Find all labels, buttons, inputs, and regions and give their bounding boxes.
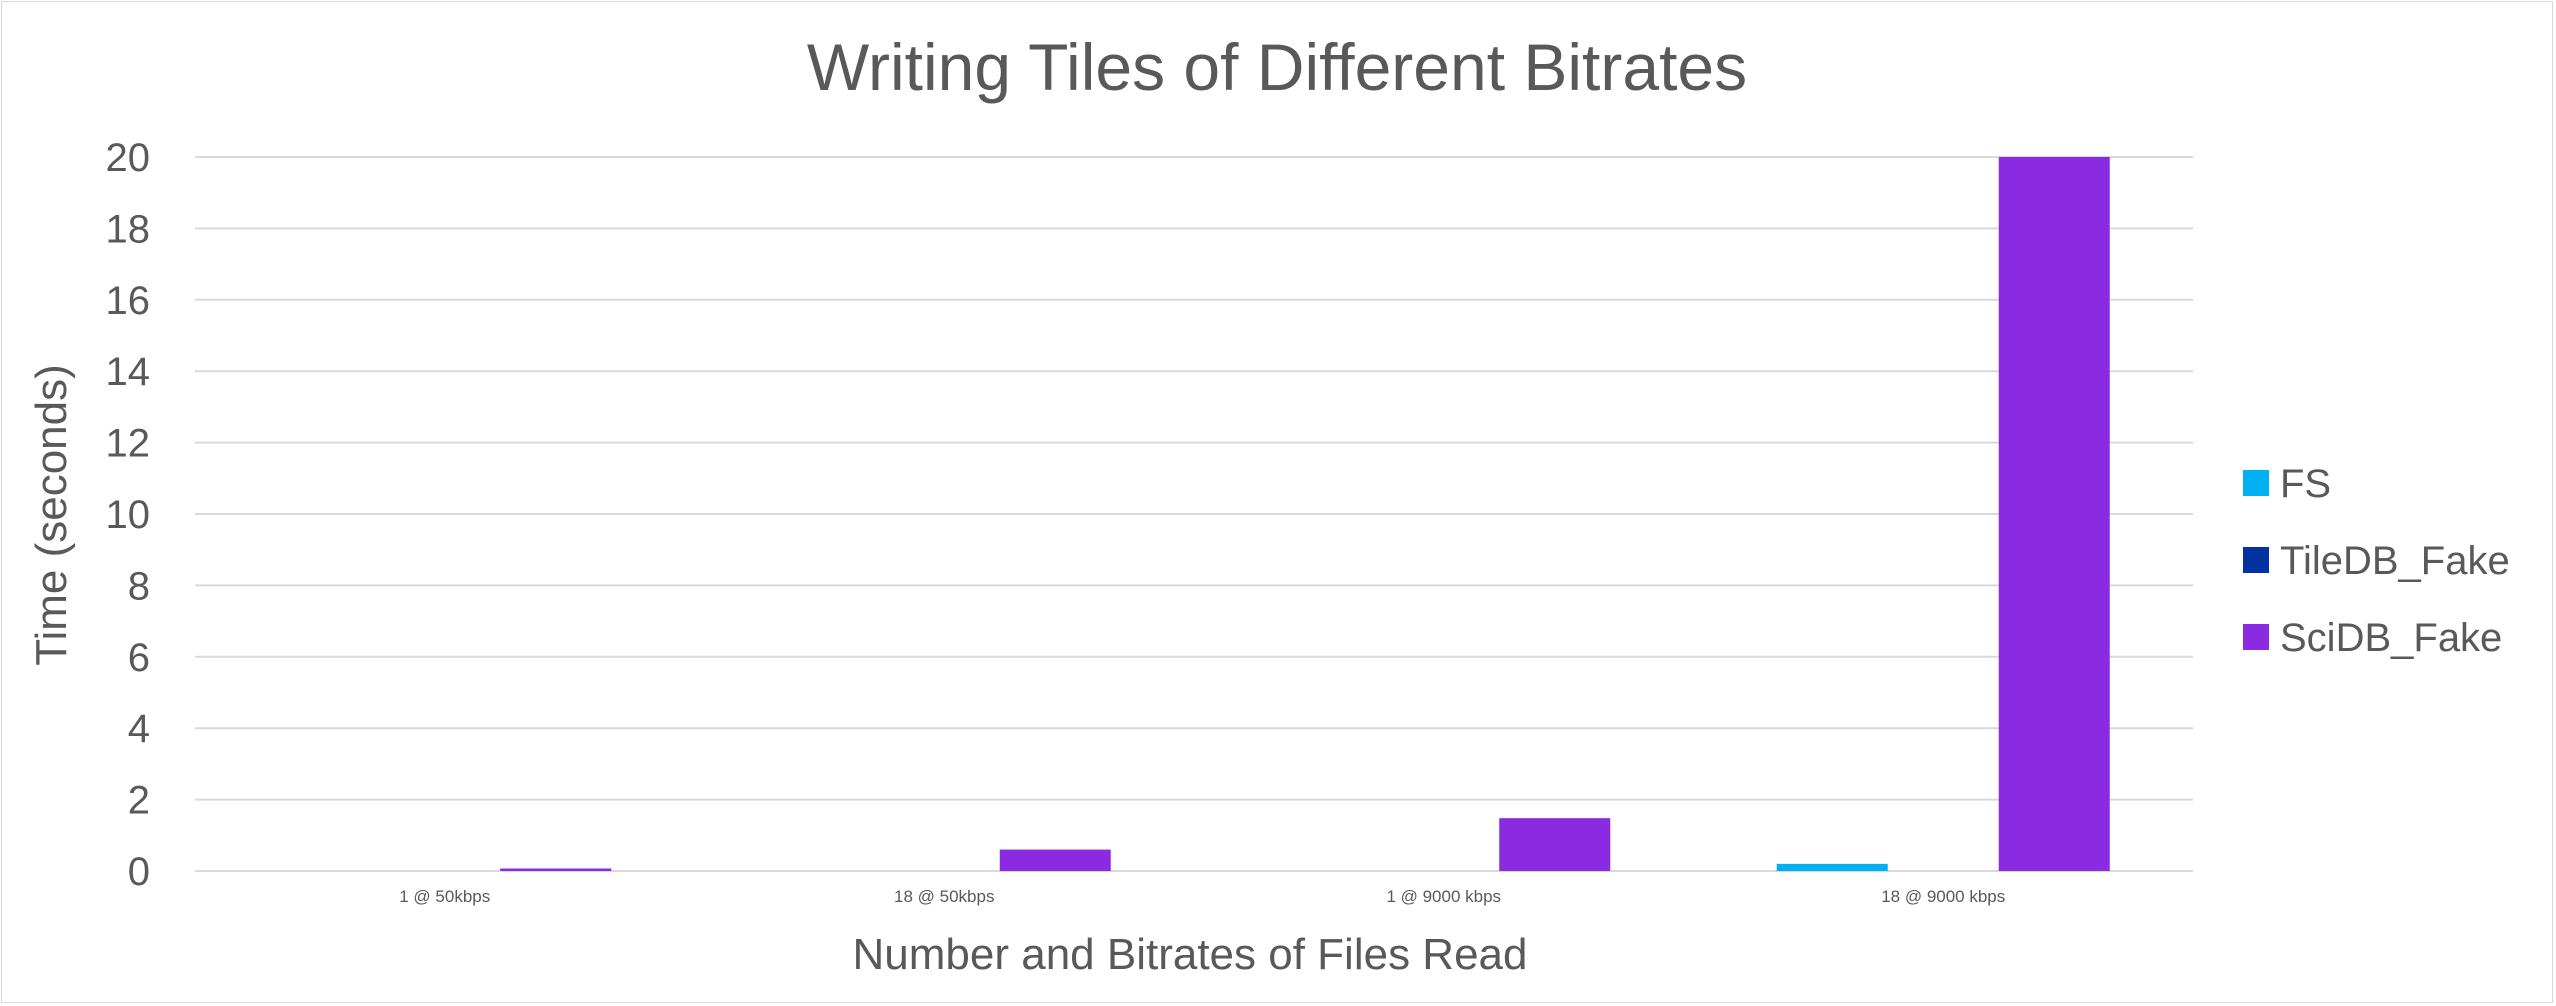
bar-scidb-fake-1	[500, 868, 612, 871]
legend-swatch	[2243, 470, 2269, 496]
y-tick-label: 14	[106, 350, 151, 394]
bar-scidb-fake-2	[999, 849, 1111, 871]
bar-fs-4	[1776, 863, 1888, 871]
y-tick-label: 10	[106, 493, 151, 537]
y-tick-label: 4	[128, 707, 150, 751]
y-tick-label: 18	[106, 207, 151, 251]
chart-title: Writing Tiles of Different Bitrates	[807, 30, 1747, 104]
y-tick-label: 16	[106, 279, 151, 323]
y-tick-label: 2	[128, 779, 150, 823]
x-tick-label: 18 @ 50kbps	[894, 887, 994, 906]
y-axis-ticks: 0 2 4 6 8 10 12 14 16 18 20	[106, 136, 151, 894]
legend: FS TileDB_Fake SciDB_Fake	[2243, 462, 2510, 660]
y-axis-title: Time (seconds)	[27, 364, 76, 666]
bar-scidb-fake-4	[1998, 157, 2110, 871]
legend-label: SciDB_Fake	[2280, 616, 2502, 660]
bar-scidb-fake-3	[1499, 818, 1611, 871]
legend-label: TileDB_Fake	[2280, 539, 2510, 583]
x-axis-title: Number and Bitrates of Files Read	[853, 930, 1528, 979]
legend-swatch	[2243, 547, 2269, 573]
y-tick-label: 20	[106, 136, 151, 180]
legend-label: FS	[2280, 462, 2331, 506]
y-tick-label: 6	[128, 636, 150, 680]
y-tick-label: 8	[128, 564, 150, 608]
bars	[500, 157, 2110, 871]
x-axis-ticks: 1 @ 50kbps 18 @ 50kbps 1 @ 9000 kbps 18 @ 9…	[399, 887, 2005, 906]
x-tick-label: 18 @ 9000 kbps	[1881, 887, 2005, 906]
gridlines	[195, 156, 2193, 872]
x-tick-label: 1 @ 50kbps	[399, 887, 490, 906]
legend-swatch	[2243, 624, 2269, 650]
y-tick-label: 12	[106, 422, 151, 466]
y-tick-label: 0	[128, 850, 150, 894]
x-tick-label: 1 @ 9000 kbps	[1386, 887, 1501, 906]
